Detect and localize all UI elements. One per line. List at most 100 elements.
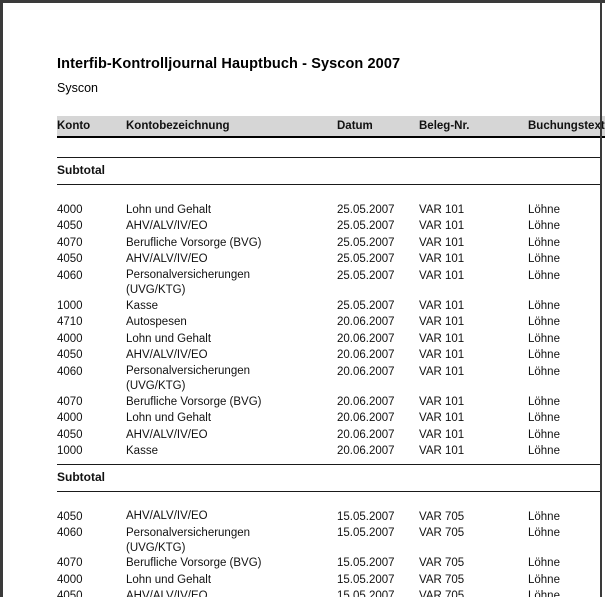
table-row: 1000 Kasse 25.05.2007 VAR 101 Löhne — [57, 298, 601, 314]
cell-konto: 4050 — [57, 349, 83, 362]
column-header-beleg-nr: Beleg-Nr. — [419, 120, 470, 132]
cell-datum: 25.05.2007 — [337, 300, 395, 313]
table-row: 4050 AHV/ALV/IV/EO 25.05.2007 VAR 101 Lö… — [57, 218, 601, 234]
cell-kontobezeichnung: Lohn und Gehalt — [126, 412, 212, 425]
cell-buchungstext: Löhne — [528, 332, 560, 345]
table-row: 4050 AHV/ALV/IV/EO 15.05.2007 VAR 705 Lö… — [57, 509, 601, 525]
cell-buchungstext: Löhne — [528, 269, 560, 282]
cell-buchungstext: Löhne — [528, 349, 560, 362]
cell-datum: 20.06.2007 — [337, 332, 395, 345]
cell-konto: 4000 — [57, 332, 83, 345]
column-header-datum: Datum — [337, 120, 373, 132]
column-header-buchungstext: Buchungstext — [528, 120, 605, 132]
table-row: 4000 Lohn und Gehalt 20.06.2007 VAR 101 … — [57, 331, 601, 347]
cell-kontobezeichnung: Berufliche Vorsorge (BVG) — [126, 395, 262, 408]
table-row: 4070 Berufliche Vorsorge (BVG) 25.05.200… — [57, 235, 601, 251]
cell-beleg-nr: VAR 101 — [419, 204, 465, 216]
table-row: 4050 AHV/ALV/IV/EO 20.06.2007 VAR 101 Lö… — [57, 347, 601, 363]
cell-konto: 4050 — [57, 590, 83, 597]
cell-beleg-nr: VAR 705 — [419, 527, 465, 540]
table-row: 1000 Kasse 20.06.2007 VAR 101 Löhne — [57, 443, 601, 459]
column-header-kontobezeichnung: Kontobezeichnung — [126, 120, 230, 132]
cell-datum: 20.06.2007 — [337, 428, 395, 441]
cell-buchungstext: Löhne — [528, 396, 560, 409]
cell-datum: 15.05.2007 — [337, 510, 395, 523]
cell-kontobezeichnung: Autospesen — [126, 316, 187, 329]
cell-konto: 4000 — [57, 204, 83, 216]
cell-kontobezeichnung: Lohn und Gehalt — [126, 332, 212, 345]
cell-buchungstext: Löhne — [528, 573, 560, 586]
table-header-row: Konto Kontobezeichnung Datum Beleg-Nr. B… — [57, 116, 605, 138]
cell-kontobezeichnung: AHV/ALV/IV/EO — [126, 428, 208, 441]
cell-beleg-nr: VAR 101 — [419, 220, 465, 233]
cell-konto: 4710 — [57, 316, 83, 329]
cell-konto: 4000 — [57, 412, 83, 425]
table-row: 4050 AHV/ALV/IV/EO 25.05.2007 VAR 101 Lö… — [57, 251, 601, 267]
cell-datum: 15.05.2007 — [337, 573, 395, 586]
section-rows: 4050 AHV/ALV/IV/EO 15.05.2007 VAR 705 Lö… — [57, 492, 601, 597]
cell-datum: 15.05.2007 — [337, 590, 395, 597]
cell-konto: 4050 — [57, 510, 83, 523]
subtotal-row: Subtotal — [57, 463, 601, 492]
cell-konto: 4050 — [57, 253, 83, 266]
cell-buchungstext: Löhne — [528, 365, 560, 378]
table-row: 4710 Autospesen 20.06.2007 VAR 101 Löhne — [57, 314, 601, 330]
cell-datum: 25.05.2007 — [337, 204, 395, 216]
cell-konto: 1000 — [57, 300, 83, 313]
cell-buchungstext: Löhne — [528, 590, 560, 597]
cell-buchungstext: Löhne — [528, 527, 560, 540]
cell-kontobezeichnung: Personalversicherungen (UVG/KTG) — [126, 526, 251, 554]
cell-buchungstext: Löhne — [528, 412, 560, 425]
table-row: 4060 Personalversicherungen (UVG/KTG) 25… — [57, 268, 601, 298]
cell-beleg-nr: VAR 101 — [419, 332, 465, 345]
table-row: 4050 AHV/ALV/IV/EO 15.05.2007 VAR 705 Lö… — [57, 588, 601, 597]
cell-beleg-nr: VAR 101 — [419, 445, 465, 458]
table-row: 4000 Lohn und Gehalt 25.05.2007 VAR 101 … — [57, 202, 601, 218]
cell-kontobezeichnung: Personalversicherungen (UVG/KTG) — [126, 269, 251, 297]
cell-datum: 25.05.2007 — [337, 236, 395, 249]
cell-datum: 20.06.2007 — [337, 396, 395, 409]
cell-datum: 25.05.2007 — [337, 269, 395, 282]
cell-buchungstext: Löhne — [528, 204, 560, 216]
cell-datum: 25.05.2007 — [337, 253, 395, 266]
cell-kontobezeichnung: AHV/ALV/IV/EO — [126, 220, 208, 233]
cell-kontobezeichnung: Lohn und Gehalt — [126, 203, 212, 216]
cell-beleg-nr: VAR 101 — [419, 396, 465, 409]
cell-konto: 1000 — [57, 445, 83, 458]
cell-beleg-nr: VAR 705 — [419, 557, 465, 570]
cell-beleg-nr: VAR 101 — [419, 269, 465, 282]
cell-konto: 4050 — [57, 428, 83, 441]
cell-kontobezeichnung: Berufliche Vorsorge (BVG) — [126, 236, 262, 249]
cell-konto: 4060 — [57, 269, 83, 282]
cell-beleg-nr: VAR 101 — [419, 316, 465, 329]
cell-datum: 25.05.2007 — [337, 220, 395, 233]
cell-buchungstext: Löhne — [528, 428, 560, 441]
table-section: Subtotal 4000 Lohn und Gehalt 25.05.2007… — [57, 157, 601, 464]
cell-buchungstext: Löhne — [528, 253, 560, 266]
table-row: 4050 AHV/ALV/IV/EO 20.06.2007 VAR 101 Lö… — [57, 427, 601, 443]
cell-beleg-nr: VAR 705 — [419, 510, 465, 523]
cell-beleg-nr: VAR 705 — [419, 590, 465, 597]
cell-konto: 4070 — [57, 557, 83, 570]
cell-beleg-nr: VAR 101 — [419, 236, 465, 249]
table-section: Subtotal 4050 AHV/ALV/IV/EO 15.05.2007 V… — [57, 463, 601, 597]
cell-konto: 4000 — [57, 573, 83, 586]
cell-beleg-nr: VAR 101 — [419, 428, 465, 441]
cell-kontobezeichnung: AHV/ALV/IV/EO — [126, 590, 208, 597]
cell-kontobezeichnung: Personalversicherungen (UVG/KTG) — [126, 365, 251, 393]
cell-datum: 20.06.2007 — [337, 445, 395, 458]
cell-datum: 20.06.2007 — [337, 412, 395, 425]
cell-datum: 15.05.2007 — [337, 557, 395, 570]
report-subtitle: Syscon — [57, 81, 98, 95]
table-body: Subtotal 4000 Lohn und Gehalt 25.05.2007… — [57, 157, 601, 597]
subtotal-label: Subtotal — [57, 469, 105, 484]
cell-buchungstext: Löhne — [528, 316, 560, 329]
column-header-konto: Konto — [57, 120, 91, 132]
cell-buchungstext: Löhne — [528, 510, 560, 523]
cell-beleg-nr: VAR 101 — [419, 253, 465, 266]
section-rows: 4000 Lohn und Gehalt 25.05.2007 VAR 101 … — [57, 185, 601, 464]
cell-kontobezeichnung: Kasse — [126, 299, 158, 312]
cell-konto: 4060 — [57, 527, 83, 540]
cell-datum: 20.06.2007 — [337, 316, 395, 329]
